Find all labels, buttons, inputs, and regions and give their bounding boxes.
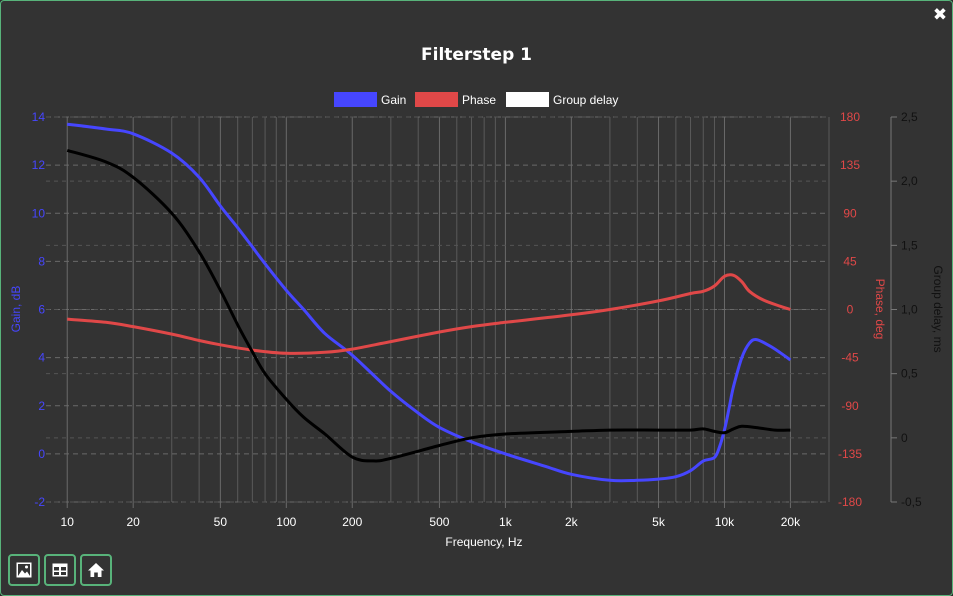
phase-tick-label: 180	[840, 110, 860, 124]
series-line-group-delay	[66, 148, 791, 463]
gain-tick-label: 14	[32, 110, 46, 124]
x-tick-label: 2k	[565, 515, 579, 529]
legend-swatch-group-delay	[506, 92, 549, 107]
gain-tick-label: 6	[38, 303, 45, 317]
legend-label-group-delay: Group delay	[553, 93, 618, 107]
legend-label-gain: Gain	[381, 93, 406, 107]
x-tick-label: 100	[276, 515, 296, 529]
x-tick-label: 5k	[652, 515, 666, 529]
save-image-button[interactable]	[8, 554, 40, 586]
legend-label-phase: Phase	[462, 93, 496, 107]
phase-tick-label: -135	[838, 447, 862, 461]
gain-tick-label: 4	[38, 351, 45, 365]
gain-tick-label: 10	[32, 206, 46, 220]
delay-tick-label: -0,5	[901, 495, 922, 509]
x-tick-label: 20k	[781, 515, 801, 529]
chart-title: Filterstep 1	[421, 45, 532, 65]
phase-tick-label: -90	[841, 399, 859, 413]
delay-tick-label: 1,0	[901, 303, 918, 317]
gain-axis-label: Gain, dB	[9, 286, 23, 333]
gain-tick-label: 12	[32, 158, 46, 172]
phase-tick-label: 90	[843, 206, 857, 220]
series-line-phase	[67, 273, 791, 355]
x-axis-label: Frequency, Hz	[445, 535, 522, 549]
phase-tick-label: 0	[847, 303, 854, 317]
legend-swatch-phase	[415, 92, 458, 107]
table-view-button[interactable]	[44, 554, 76, 586]
image-icon	[16, 562, 32, 578]
gain-tick-label: 0	[38, 447, 45, 461]
delay-tick-label: 1,5	[901, 238, 918, 252]
x-tick-label: 200	[342, 515, 362, 529]
gain-tick-label: 2	[38, 399, 45, 413]
delay-tick-label: 2,5	[901, 110, 918, 124]
x-tick-label: 1k	[499, 515, 513, 529]
x-tick-label: 10	[61, 515, 75, 529]
x-tick-label: 20	[127, 515, 141, 529]
phase-tick-label: -180	[838, 495, 862, 509]
phase-tick-label: 135	[840, 158, 860, 172]
legend-swatch-gain	[334, 92, 377, 107]
gain-tick-label: -2	[34, 495, 45, 509]
home-icon	[88, 563, 104, 577]
delay-axis-label: Group delay, ms	[931, 265, 945, 352]
delay-tick-label: 0,5	[901, 367, 918, 381]
phase-axis-label: Phase, deg	[873, 279, 887, 340]
x-tick-label: 50	[214, 515, 228, 529]
phase-tick-label: 45	[843, 254, 857, 268]
x-tick-label: 500	[429, 515, 449, 529]
gain-tick-label: 8	[38, 254, 45, 268]
series-line-gain	[67, 122, 792, 483]
x-tick-label: 10k	[715, 515, 735, 529]
close-icon[interactable]: ✖	[932, 5, 948, 25]
delay-tick-label: 0	[901, 431, 908, 445]
delay-tick-label: 2,0	[901, 174, 918, 188]
home-button[interactable]	[80, 554, 112, 586]
phase-tick-label: -45	[841, 351, 859, 365]
table-icon	[52, 563, 68, 577]
